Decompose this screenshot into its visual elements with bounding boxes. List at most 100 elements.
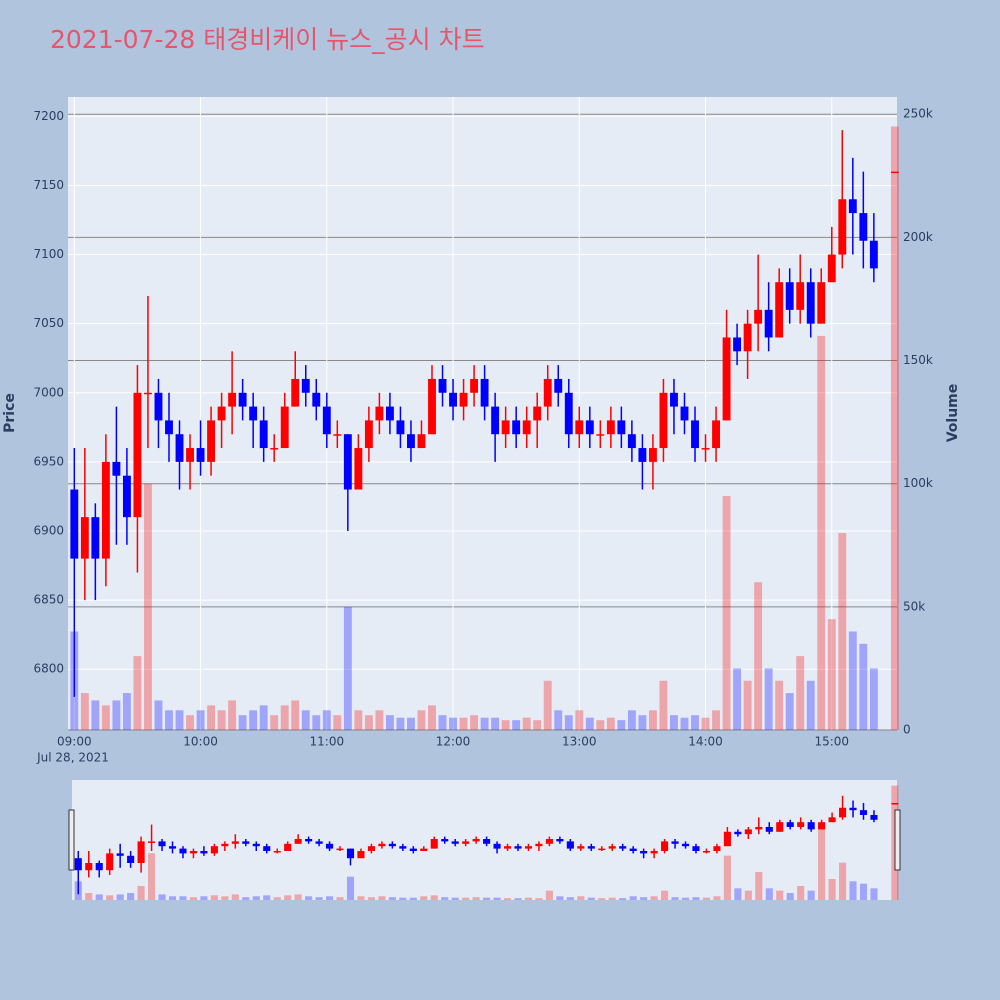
- volume-bar-slider: [807, 890, 815, 900]
- candle-body-slider: [284, 843, 292, 852]
- candle-body: [733, 337, 742, 352]
- volume-bar: [775, 680, 784, 730]
- candle-body: [522, 420, 531, 435]
- y-tick-label: 6900: [33, 523, 64, 537]
- candle-body: [270, 448, 279, 450]
- candle-body-slider: [95, 863, 103, 871]
- volume-bar: [764, 668, 773, 730]
- candle-body: [722, 337, 731, 421]
- candle-body-slider: [870, 814, 878, 820]
- volume-bar: [501, 720, 510, 730]
- volume-bar-slider: [640, 897, 648, 900]
- volume-bar-slider: [587, 897, 595, 900]
- candle-body-slider: [619, 846, 627, 849]
- candle-body: [259, 420, 268, 449]
- volume-bar-slider: [859, 883, 868, 900]
- volume-bar-slider: [189, 897, 197, 900]
- candle-body: [333, 434, 342, 436]
- candle-body-slider: [524, 846, 533, 849]
- candle-body-slider: [451, 841, 459, 844]
- volume-bar-slider: [451, 897, 459, 900]
- candle-body-slider: [242, 841, 250, 844]
- volume-bar-slider: [210, 895, 218, 900]
- candle-body: [291, 378, 300, 407]
- slider-handle-right[interactable]: [894, 809, 901, 871]
- volume-bar: [154, 700, 163, 730]
- volume-bar-slider: [514, 898, 522, 900]
- volume-bar-slider: [556, 896, 564, 900]
- candle-body-slider: [116, 853, 124, 856]
- volume-bar: [259, 705, 268, 730]
- volume-bar: [564, 715, 573, 730]
- volume-bar: [480, 717, 489, 730]
- volume-bar-slider: [483, 897, 491, 900]
- y-tick-label: 7000: [33, 385, 64, 399]
- candle-body: [217, 406, 226, 421]
- candle-body: [122, 475, 131, 518]
- volume-bar-slider: [148, 853, 156, 900]
- volume-bar-slider: [797, 885, 805, 900]
- volume-bar-slider: [681, 897, 690, 900]
- volume-bar: [91, 700, 100, 730]
- candle-body-slider: [839, 807, 847, 818]
- candle-body-slider: [566, 841, 574, 849]
- volume-bar: [859, 643, 868, 730]
- volume-bar: [722, 496, 731, 730]
- volume-bar: [785, 693, 794, 730]
- volume-bar: [890, 126, 899, 731]
- candle-body: [606, 420, 615, 435]
- volume-bar: [80, 693, 89, 730]
- volume-bar: [417, 710, 426, 730]
- candle-body-slider: [158, 841, 166, 847]
- candle-body: [144, 392, 152, 395]
- candle-body: [396, 420, 405, 435]
- volume-bar: [364, 715, 373, 730]
- candle-body-slider: [744, 829, 752, 835]
- candle-body: [554, 378, 563, 393]
- volume-bar-slider: [566, 897, 574, 900]
- candle-body: [112, 461, 121, 476]
- volume-bar: [596, 720, 605, 730]
- volume-bar: [712, 710, 720, 730]
- volume-bar-slider: [545, 890, 553, 900]
- candle-body: [196, 448, 205, 462]
- x-tick-label: 15:00: [814, 735, 849, 749]
- volume-bar: [827, 619, 836, 730]
- candle-body-slider: [231, 841, 239, 844]
- candle-body-slider: [681, 843, 690, 847]
- candle-body-slider: [346, 848, 355, 859]
- y2-tick-label: 250k: [903, 107, 933, 121]
- volume-bar: [817, 335, 826, 730]
- volume-bar: [691, 715, 699, 730]
- candle-body-slider: [807, 822, 815, 830]
- candle-body-slider: [315, 841, 323, 844]
- slider-handle-left[interactable]: [68, 809, 75, 871]
- candle-body: [743, 323, 752, 352]
- candle-body-slider: [692, 846, 700, 852]
- y-axis-title: Price: [2, 393, 18, 433]
- candle-body-slider: [127, 855, 135, 864]
- candle-body-slider: [189, 851, 197, 854]
- y-tick-label: 7200: [33, 109, 64, 123]
- volume-bar-slider: [734, 888, 742, 900]
- volume-bar: [491, 717, 500, 730]
- candle-body-slider: [210, 846, 218, 854]
- volume-bar-slider: [702, 897, 711, 900]
- candle-body-slider: [765, 826, 773, 832]
- volume-bar-slider: [168, 896, 177, 900]
- candle-body-slider: [326, 843, 334, 849]
- volume-bar-slider: [409, 897, 417, 900]
- volume-bar: [512, 720, 521, 730]
- volume-bar: [375, 710, 384, 730]
- candle-body: [301, 378, 310, 393]
- volume-bar: [101, 705, 110, 730]
- candle-body-slider: [85, 863, 93, 871]
- candle-body: [470, 378, 479, 393]
- candle-body-slider: [859, 810, 868, 815]
- volume-bar-slider: [231, 894, 239, 900]
- volume-bar-slider: [577, 896, 585, 900]
- volume-bar-slider: [535, 898, 543, 900]
- volume-bar-slider: [818, 825, 826, 900]
- volume-bar-slider: [619, 898, 627, 900]
- candle-body: [385, 406, 394, 421]
